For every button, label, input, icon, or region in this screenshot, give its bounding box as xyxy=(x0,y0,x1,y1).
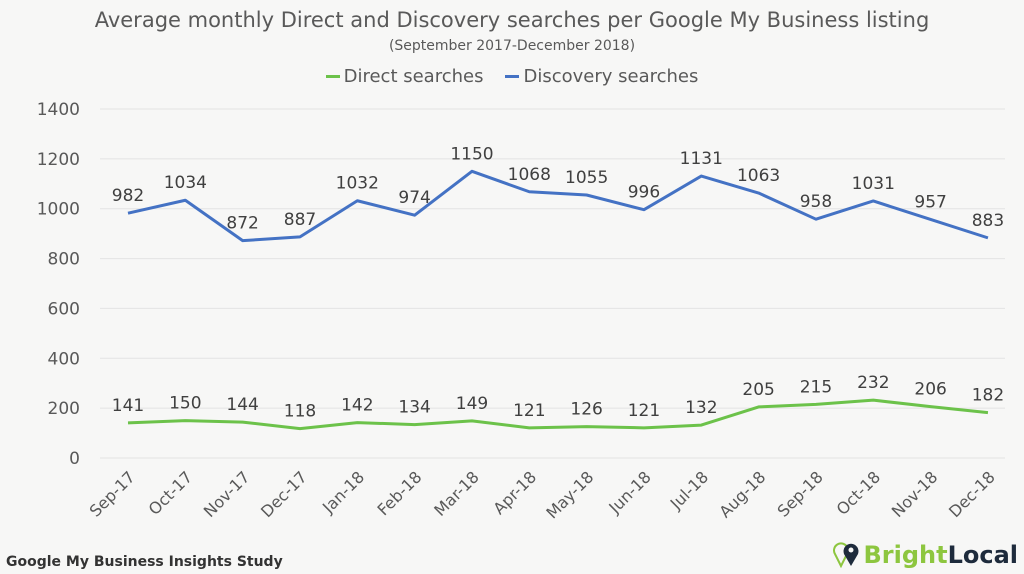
x-tick-label: Apr-18 xyxy=(489,467,540,518)
data-label: 142 xyxy=(341,396,373,416)
y-tick-label: 1200 xyxy=(37,150,80,170)
x-tick-label: Nov-18 xyxy=(888,467,942,521)
data-label: 957 xyxy=(914,192,946,212)
data-label: 206 xyxy=(914,380,946,400)
series-line-discovery xyxy=(127,169,989,243)
data-label: 121 xyxy=(513,401,545,421)
logo-bright: Bright xyxy=(863,541,948,569)
logo-local: Local xyxy=(947,541,1018,569)
legend-item-direct: Direct searches xyxy=(325,66,484,87)
data-label: 118 xyxy=(284,402,316,422)
y-tick-label: 1400 xyxy=(37,100,80,120)
y-tick-label: 800 xyxy=(48,250,80,270)
data-label: 144 xyxy=(226,395,258,415)
chart-title: Average monthly Direct and Discovery sea… xyxy=(94,8,930,32)
x-tick-label: Oct-18 xyxy=(833,467,884,518)
data-label: 1034 xyxy=(164,173,207,193)
data-label: 1031 xyxy=(852,174,895,194)
x-tick-label: Jun-18 xyxy=(604,467,654,517)
x-tick-label: Sep-18 xyxy=(774,467,827,520)
y-tick-label: 1000 xyxy=(37,200,80,220)
data-label: 883 xyxy=(972,211,1004,231)
x-tick-label: Mar-18 xyxy=(430,467,483,520)
data-label: 121 xyxy=(628,401,660,421)
legend-swatch-discovery xyxy=(505,75,520,78)
data-label: 887 xyxy=(284,210,316,230)
brightlocal-logo: Bright Local xyxy=(833,541,1018,569)
data-label: 1055 xyxy=(565,168,608,188)
x-tick-label: Jan-18 xyxy=(318,467,368,517)
y-tick-label: 0 xyxy=(69,449,80,469)
legend-label-direct: Direct searches xyxy=(343,66,484,87)
footer-text: Google My Business Insights Study xyxy=(6,554,283,570)
data-label: 150 xyxy=(169,394,201,414)
x-tick-label: Dec-17 xyxy=(257,467,311,521)
data-label: 958 xyxy=(800,192,832,212)
data-label: 132 xyxy=(685,398,717,418)
map-pin-icon xyxy=(833,542,859,568)
legend-item-discovery: Discovery searches xyxy=(505,66,698,87)
data-label: 1032 xyxy=(336,174,379,194)
x-tick-label: May-18 xyxy=(542,467,597,522)
x-tick-label: Aug-18 xyxy=(715,467,769,521)
chart-subtitle: (September 2017-December 2018) xyxy=(388,38,636,54)
y-tick-label: 400 xyxy=(48,349,80,369)
data-label: 141 xyxy=(112,396,144,416)
data-label: 872 xyxy=(226,214,258,234)
legend: Direct searches Discovery searches xyxy=(0,66,1024,87)
series-line-direct xyxy=(127,398,989,431)
data-label: 974 xyxy=(398,188,430,208)
data-label: 126 xyxy=(570,400,602,420)
x-tick-label: Feb-18 xyxy=(374,467,426,519)
y-tick-label: 200 xyxy=(48,399,80,419)
data-label: 1150 xyxy=(450,144,493,164)
x-tick-label: Oct-17 xyxy=(145,467,196,518)
data-label: 1063 xyxy=(737,166,780,186)
data-label: 134 xyxy=(398,398,430,418)
x-tick-label: Dec-18 xyxy=(945,467,999,521)
legend-label-discovery: Discovery searches xyxy=(523,66,699,87)
data-label: 182 xyxy=(972,386,1004,406)
data-label: 1131 xyxy=(680,149,723,169)
x-tick-label: Sep-17 xyxy=(86,467,139,520)
data-label: 215 xyxy=(800,377,832,397)
data-label: 996 xyxy=(628,183,660,203)
x-tick-label: Jul-18 xyxy=(666,467,712,513)
data-label: 982 xyxy=(112,186,144,206)
x-tick-label: Nov-17 xyxy=(200,467,254,521)
y-tick-label: 600 xyxy=(48,299,80,319)
data-label: 205 xyxy=(742,380,774,400)
legend-swatch-direct xyxy=(325,75,340,78)
data-label: 232 xyxy=(857,373,889,393)
data-label: 149 xyxy=(456,394,488,414)
data-label: 1068 xyxy=(508,165,551,185)
